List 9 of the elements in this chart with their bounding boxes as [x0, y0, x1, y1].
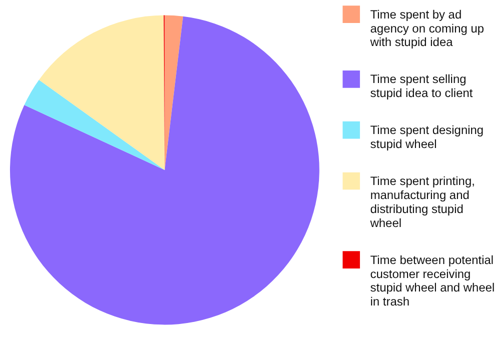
legend-label: Time between potential customer receiving stupid wheel and wheel in trash — [370, 252, 495, 309]
pie-slice — [24, 80, 165, 170]
legend-label: Time spent designing stupid wheel — [370, 123, 484, 152]
legend-label: Time spent selling stupid idea to client — [370, 72, 474, 100]
legend-label: Time spent by ad agency on coming up with stupid idea — [369, 7, 484, 50]
pie-slice — [38, 15, 165, 170]
pie-slice — [164, 15, 184, 170]
pie-slice — [10, 16, 320, 324]
legend-label: Time spent printing, manufacturing and distributing stupid wheel — [369, 174, 475, 230]
